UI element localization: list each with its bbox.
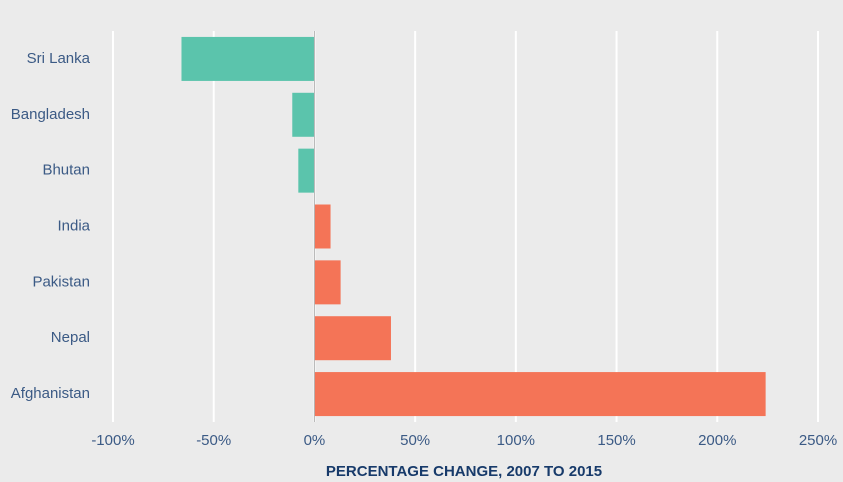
y-tick-label: Afghanistan xyxy=(11,385,90,402)
x-tick-label: 250% xyxy=(799,432,837,449)
x-tick-label: 200% xyxy=(698,432,736,449)
x-tick-label: 100% xyxy=(497,432,535,449)
y-tick-label: Sri Lanka xyxy=(27,50,91,67)
y-tick-label: Nepal xyxy=(51,329,90,346)
bar xyxy=(314,260,341,305)
bar xyxy=(181,36,315,81)
y-tick-label: Bangladesh xyxy=(11,106,90,123)
bar xyxy=(314,316,391,361)
x-tick-label: 50% xyxy=(400,432,430,449)
bar xyxy=(314,204,331,249)
bar xyxy=(314,372,766,417)
x-tick-label: -50% xyxy=(196,432,231,449)
y-tick-label: India xyxy=(57,217,90,234)
bar xyxy=(292,92,315,137)
x-axis-title: PERCENTAGE CHANGE, 2007 TO 2015 xyxy=(326,463,602,480)
y-tick-label: Pakistan xyxy=(32,273,90,290)
x-tick-label: 0% xyxy=(304,432,326,449)
bar xyxy=(298,148,315,193)
y-tick-label: Bhutan xyxy=(42,162,90,179)
x-tick-label: -100% xyxy=(91,432,134,449)
x-tick-label: 150% xyxy=(597,432,635,449)
